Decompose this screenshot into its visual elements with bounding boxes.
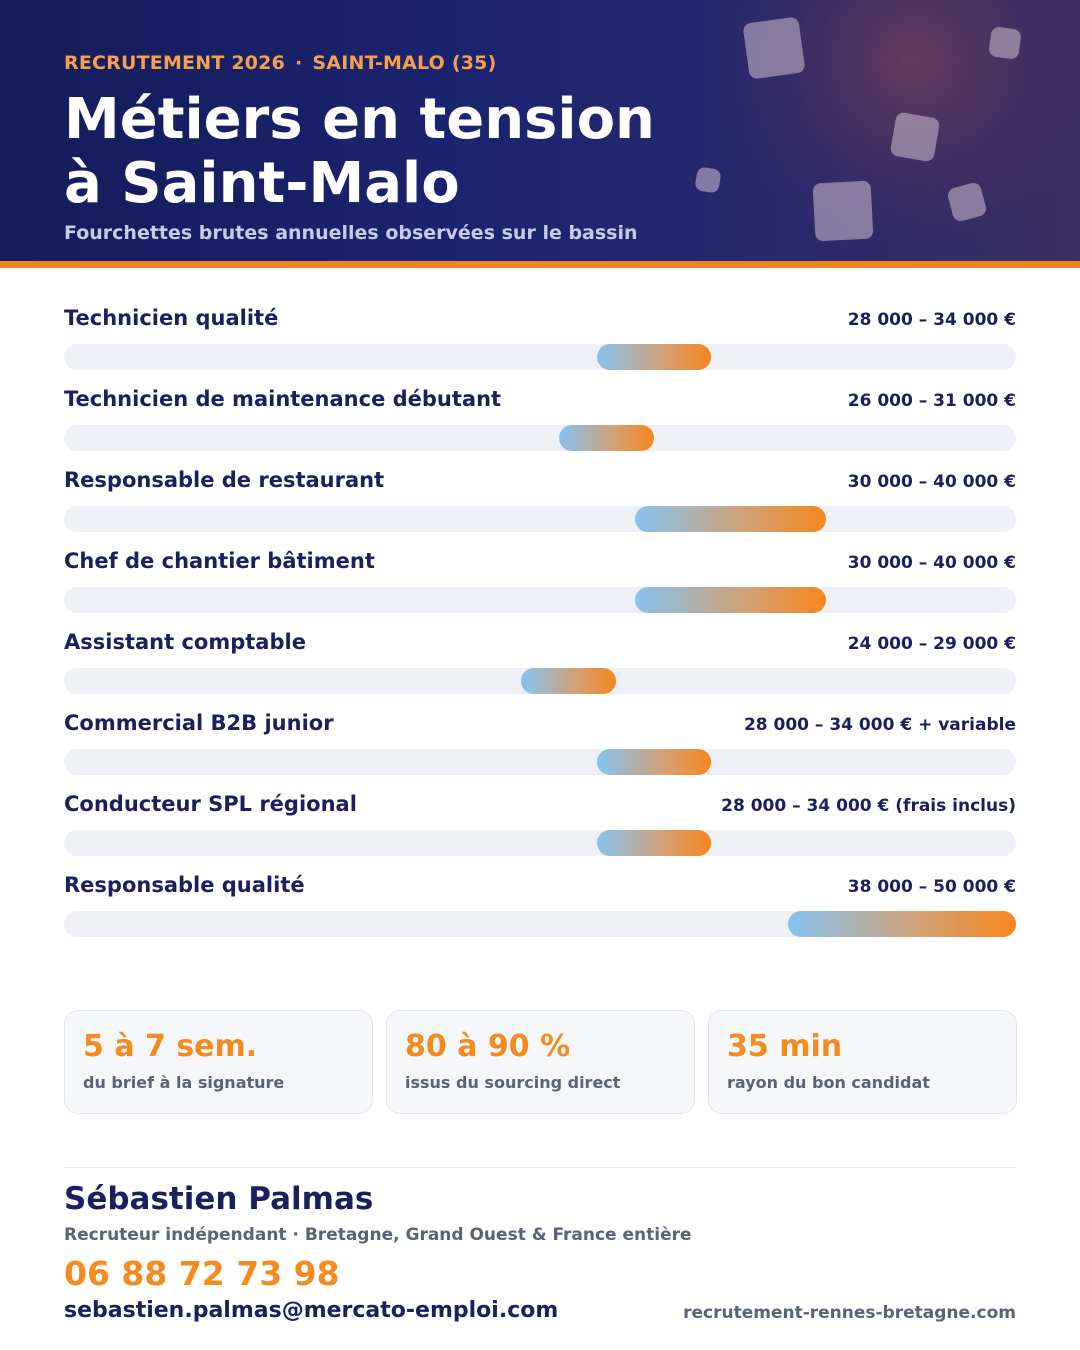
stat-label: issus du sourcing direct xyxy=(405,1073,621,1092)
job-title: Conducteur SPL régional xyxy=(64,792,357,816)
contact-phone[interactable]: 06 88 72 73 98 xyxy=(64,1254,340,1293)
stat-value: 80 à 90 % xyxy=(405,1029,571,1064)
range-track xyxy=(64,344,1016,370)
contact-website[interactable]: recrutement-rennes-bretagne.com xyxy=(683,1303,1016,1323)
salary-range-bar xyxy=(597,344,712,370)
title-line-2: à Saint-Malo xyxy=(64,151,460,216)
stat-card: 5 à 7 sem. du brief à la signature xyxy=(64,1010,373,1114)
range-track xyxy=(64,668,1016,694)
salary-range-bar xyxy=(635,506,826,532)
kicker-topic: RECRUTEMENT 2026 xyxy=(64,52,285,74)
chart-row: Technicien de maintenance débutant 26 000… xyxy=(64,381,1016,462)
range-track xyxy=(64,830,1016,856)
job-title: Commercial B2B junior xyxy=(64,711,334,735)
salary-range-bar xyxy=(635,587,826,613)
job-title: Assistant comptable xyxy=(64,630,306,654)
salary-range-bar xyxy=(597,830,712,856)
stat-value: 35 min xyxy=(727,1029,843,1064)
salary-range-label: 28 000 – 34 000 € + variable xyxy=(743,715,1016,735)
kicker-location: SAINT-MALO (35) xyxy=(312,52,497,74)
chart-row: Conducteur SPL régional 28 000 – 34 000 €… xyxy=(64,786,1016,867)
salary-range-bar xyxy=(520,668,617,694)
stat-label: rayon du bon candidat xyxy=(727,1073,930,1092)
page-subtitle: Fourchettes brutes annuelles observées s… xyxy=(64,222,638,244)
accent-line xyxy=(0,261,1080,268)
salary-range-label: 28 000 – 34 000 € (frais inclus) xyxy=(721,796,1016,816)
decor-square xyxy=(988,26,1022,60)
stat-label: du brief à la signature xyxy=(83,1073,285,1092)
chart-row: Responsable qualité 38 000 – 50 000 € xyxy=(64,867,1016,948)
range-track xyxy=(64,506,1016,532)
stat-card: 80 à 90 % issus du sourcing direct xyxy=(386,1010,695,1114)
salary-range-label: 38 000 – 50 000 € xyxy=(847,877,1016,897)
chart-row: Commercial B2B junior 28 000 – 34 000 € +… xyxy=(64,705,1016,786)
stats-row: 5 à 7 sem. du brief à la signature 80 à … xyxy=(64,1010,1017,1114)
salary-range-label: 30 000 – 40 000 € xyxy=(847,553,1016,573)
job-title: Chef de chantier bâtiment xyxy=(64,549,375,573)
range-track xyxy=(64,587,1016,613)
title-line-1: Métiers en tension xyxy=(64,87,655,152)
decor-square xyxy=(889,111,941,163)
decor-square xyxy=(742,16,806,80)
salary-range-label: 24 000 – 29 000 € xyxy=(847,634,1016,654)
salary-range-chart: Technicien qualité 28 000 – 34 000 € Techn… xyxy=(64,300,1016,948)
contact-name: Sébastien Palmas xyxy=(64,1181,374,1217)
job-title: Responsable qualité xyxy=(64,873,305,897)
kicker: RECRUTEMENT 2026 · SAINT-MALO (35) xyxy=(64,52,496,74)
chart-row: Assistant comptable 24 000 – 29 000 € xyxy=(64,624,1016,705)
range-track xyxy=(64,749,1016,775)
hero-banner: RECRUTEMENT 2026 · SAINT-MALO (35) Métiers… xyxy=(0,0,1080,268)
stat-card: 35 min rayon du bon candidat xyxy=(708,1010,1017,1114)
salary-range-label: 28 000 – 34 000 € xyxy=(847,310,1016,330)
job-title: Technicien de maintenance débutant xyxy=(64,387,502,411)
decor-square xyxy=(812,180,874,242)
kicker-separator: · xyxy=(295,52,303,74)
range-track xyxy=(64,911,1016,937)
salary-range-bar xyxy=(597,749,712,775)
stat-value: 5 à 7 sem. xyxy=(83,1029,258,1064)
salary-range-label: 30 000 – 40 000 € xyxy=(847,472,1016,492)
job-title: Responsable de restaurant xyxy=(64,468,385,492)
chart-row: Chef de chantier bâtiment 30 000 – 40 000… xyxy=(64,543,1016,624)
page-title: Métiers en tension à Saint-Malo xyxy=(64,88,655,216)
chart-row: Responsable de restaurant 30 000 – 40 000… xyxy=(64,462,1016,543)
contact-email[interactable]: sebastien.palmas@mercato-emploi.com xyxy=(64,1298,559,1323)
divider xyxy=(64,1167,1016,1168)
contact-role: Recruteur indépendant · Bretagne, Grand … xyxy=(64,1225,692,1245)
salary-range-bar xyxy=(559,425,655,451)
chart-row: Technicien qualité 28 000 – 34 000 € xyxy=(64,300,1016,381)
salary-range-bar xyxy=(787,911,1016,937)
range-track xyxy=(64,425,1016,451)
salary-range-label: 26 000 – 31 000 € xyxy=(847,391,1016,411)
job-title: Technicien qualité xyxy=(64,306,279,330)
